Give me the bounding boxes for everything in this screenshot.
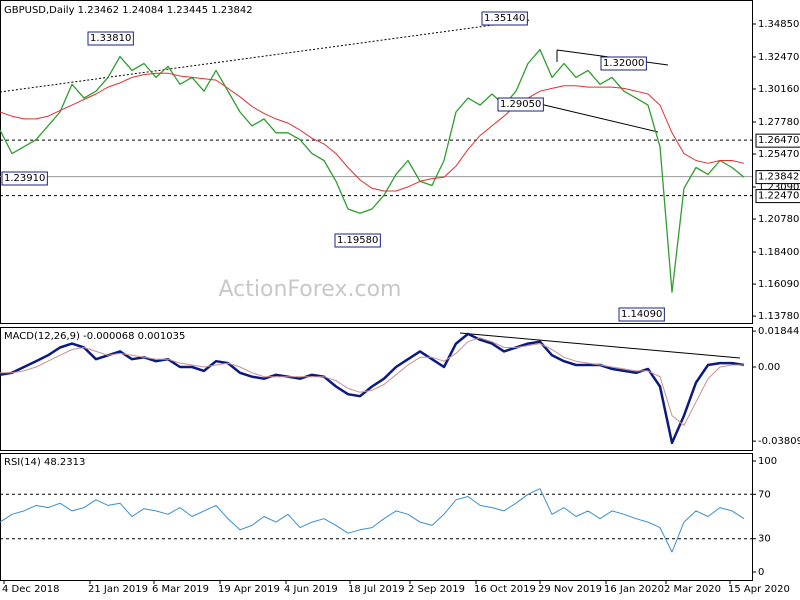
y-tick-label: 1.34850 <box>758 19 799 30</box>
y-tick-label: 1.30160 <box>758 84 799 95</box>
series-line <box>0 72 745 192</box>
label-box <box>755 133 800 148</box>
y-tick-label: 1.18400 <box>758 247 799 258</box>
y-tick-label: 1.16090 <box>758 279 799 290</box>
annotation: 1.14090 <box>621 309 662 320</box>
x-tick-label: 2 Mar 2020 <box>664 584 721 595</box>
y-tick-label: 1.20780 <box>758 214 799 225</box>
y-tick-label: 1.13780 <box>758 311 799 322</box>
label-box <box>497 97 544 112</box>
label-box <box>334 233 381 248</box>
annotation: 1.23910 <box>4 173 45 184</box>
macd-title: MACD(12,26,9) -0.000068 0.001035 <box>4 331 185 342</box>
series-line <box>0 332 745 445</box>
label-box <box>481 11 528 26</box>
rsi-title: RSI(14) 48.2313 <box>4 457 85 468</box>
label-box <box>600 56 647 71</box>
x-tick-label: 15 Apr 2020 <box>728 584 790 595</box>
series-line <box>0 48 745 293</box>
x-tick-label: 4 Dec 2018 <box>2 584 60 595</box>
x-tick-label: 29 Nov 2019 <box>538 584 602 595</box>
annotation: 1.32000 <box>603 58 644 69</box>
label-box <box>618 307 665 322</box>
label-box <box>87 31 134 46</box>
y-tick-label: -0.038095 <box>758 436 800 447</box>
annotation: 1.19580 <box>337 235 378 246</box>
trend-line <box>539 103 659 133</box>
annotation: 1.35140 <box>484 13 525 24</box>
annotation: 1.33810 <box>90 33 131 44</box>
x-tick-label: 2 Sep 2019 <box>408 584 465 595</box>
x-tick-label: 19 Apr 2019 <box>218 584 280 595</box>
y-tick-label: 30 <box>758 534 771 545</box>
y-tick-label: 1.27780 <box>758 117 799 128</box>
x-tick-label: 6 Mar 2019 <box>152 584 209 595</box>
x-tick-label: 16 Oct 2019 <box>474 584 536 595</box>
y-tick-label: 1.32470 <box>758 52 799 63</box>
y-tick-label: 0.018442 <box>758 326 800 337</box>
last-price-label: 1.23842 <box>758 172 799 183</box>
trend-line <box>459 332 741 359</box>
series-line <box>0 337 744 426</box>
y-tick-label: 70 <box>758 489 771 500</box>
y-tick-label: 0.00 <box>758 362 780 373</box>
rsi-frame <box>0 453 753 581</box>
level-label: 1.26470 <box>758 135 799 146</box>
annotation: 1.29050 <box>500 99 541 110</box>
x-tick-label: 4 Jun 2019 <box>284 584 338 595</box>
macd-frame <box>0 327 753 451</box>
y-tick-label: 1.23090 <box>758 182 799 193</box>
level-label: 1.22470 <box>758 191 799 202</box>
price-title: GBPUSD,Daily 1.23462 1.24084 1.23445 1.2… <box>4 5 253 16</box>
price-frame <box>0 0 753 324</box>
watermark: ActionForex.com <box>219 277 402 302</box>
x-tick-label: 18 Jul 2019 <box>348 584 405 595</box>
label-box <box>755 170 800 185</box>
label-box <box>1 171 48 186</box>
x-tick-label: 16 Jan 2020 <box>604 584 664 595</box>
label-box <box>755 189 800 204</box>
y-tick-label: 100 <box>758 456 777 467</box>
trend-line <box>0 19 531 93</box>
series-line <box>0 488 745 553</box>
y-tick-label: 1.25470 <box>758 149 799 160</box>
y-tick-label: 0 <box>758 567 764 578</box>
x-tick-label: 21 Jan 2019 <box>88 584 148 595</box>
